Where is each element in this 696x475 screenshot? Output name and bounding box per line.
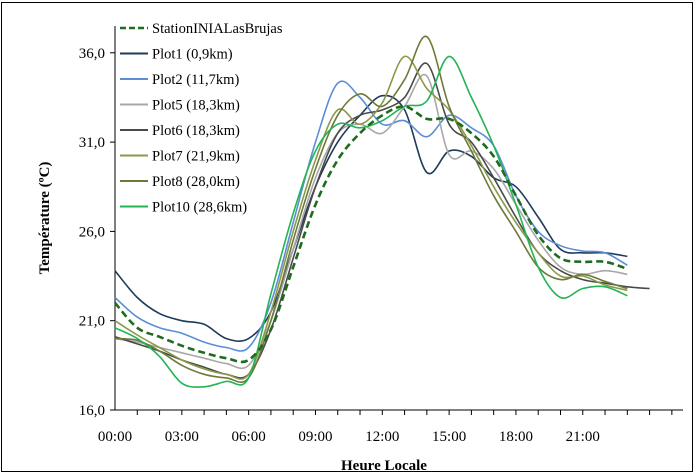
x-tick-label: 03:00 [165,429,199,445]
axes [114,26,683,411]
legend-label: Plot2 (11,7km) [152,72,239,88]
y-tick-label: 36,0 [79,46,105,62]
series-line-4 [114,62,650,379]
y-tick-label: 16,0 [79,403,105,419]
x-tick-label: 21:00 [566,429,600,445]
legend-label: StationINIALasBrujas [152,21,283,37]
legend-label: Plot8 (28,0km) [152,174,240,190]
x-tick-label: 12:00 [365,429,399,445]
y-tick-label: 31,0 [79,135,105,151]
x-tick-label: 15:00 [432,429,466,445]
series-line-5 [114,55,628,380]
legend-label: Plot6 (18,3km) [152,123,240,139]
series-line-2 [114,80,628,352]
legend: StationINIALasBrujas Plot1 (0,9km) Plot2 (… [120,21,283,216]
x-tick-label: 09:00 [298,429,332,445]
y-tick-label: 21,0 [79,314,105,330]
series-line-0 [114,105,628,364]
series-line-7 [114,55,628,388]
y-axis-title: Température (ºC) [37,162,53,275]
legend-label: Plot10 (28,6km) [152,200,247,216]
x-axis-title: Heure Locale [341,458,427,474]
y-tick-label: 26,0 [79,224,105,240]
x-tick-label: 00:00 [98,429,132,445]
series-line-1 [114,94,628,342]
series-lines [114,35,650,388]
axis-ticks: 16,0 21,0 26,0 31,0 36,0 00:00 03:00 06:00 09:00… [79,46,673,445]
x-tick-label: 06:00 [232,429,266,445]
legend-label: Plot1 (0,9km) [152,47,233,63]
legend-label: Plot5 (18,3km) [152,98,240,114]
x-tick-label: 18:00 [499,429,533,445]
legend-label: Plot7 (21,9km) [152,149,240,165]
series-line-3 [114,73,628,370]
